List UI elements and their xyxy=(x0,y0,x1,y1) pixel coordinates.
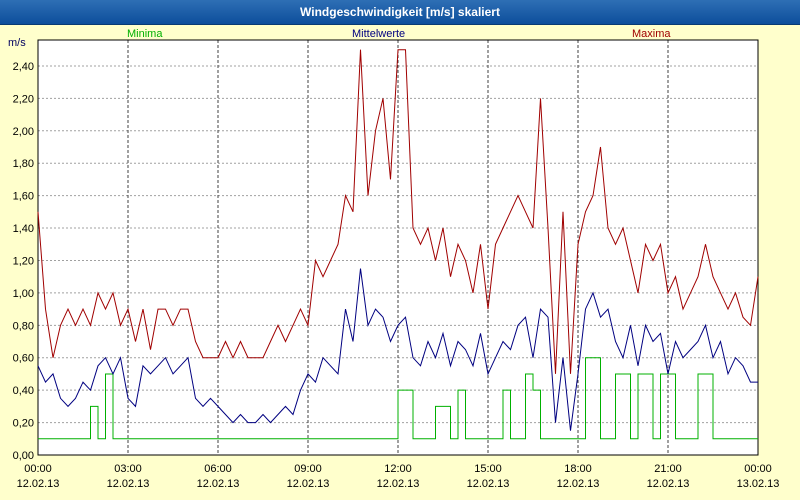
svg-text:0,60: 0,60 xyxy=(13,353,34,365)
svg-text:00:00: 00:00 xyxy=(744,463,772,475)
svg-text:1,00: 1,00 xyxy=(13,288,34,300)
wind-speed-chart: 0,00 0,20 0,40 0,60 0,80 1,00 1,20 1,40 1,60 1,80… xyxy=(0,24,800,500)
legend-item-mittelwerte: Mittelwerte xyxy=(352,28,406,40)
svg-text:1,60: 1,60 xyxy=(13,191,34,203)
svg-text:12.02.13: 12.02.13 xyxy=(107,478,150,490)
title-bar: Windgeschwindigkeit [m/s] skaliert xyxy=(0,0,800,25)
svg-text:21:00: 21:00 xyxy=(654,463,682,475)
svg-text:12.02.13: 12.02.13 xyxy=(17,478,60,490)
svg-text:12.02.13: 12.02.13 xyxy=(467,478,510,490)
svg-text:12:00: 12:00 xyxy=(384,463,412,475)
svg-text:12.02.13: 12.02.13 xyxy=(287,478,330,490)
svg-text:m/s: m/s xyxy=(8,37,26,49)
svg-text:12.02.13: 12.02.13 xyxy=(377,478,420,490)
svg-text:0,00: 0,00 xyxy=(13,450,34,462)
svg-text:12.02.13: 12.02.13 xyxy=(557,478,600,490)
svg-text:00:00: 00:00 xyxy=(24,463,52,475)
legend-item-maxima: Maxima xyxy=(632,28,671,40)
svg-text:12.02.13: 12.02.13 xyxy=(197,478,240,490)
svg-text:0,80: 0,80 xyxy=(13,320,34,332)
svg-text:2,00: 2,00 xyxy=(13,126,34,138)
svg-text:0,40: 0,40 xyxy=(13,385,34,397)
svg-text:1,20: 1,20 xyxy=(13,255,34,267)
svg-text:18:00: 18:00 xyxy=(564,463,592,475)
svg-text:12.02.13: 12.02.13 xyxy=(647,478,690,490)
svg-text:1,80: 1,80 xyxy=(13,158,34,170)
chart-canvas: 0,00 0,20 0,40 0,60 0,80 1,00 1,20 1,40 1,60 1,80… xyxy=(8,37,780,490)
svg-text:06:00: 06:00 xyxy=(204,463,232,475)
svg-text:2,40: 2,40 xyxy=(13,61,34,73)
svg-text:09:00: 09:00 xyxy=(294,463,322,475)
svg-text:13.02.13: 13.02.13 xyxy=(737,478,780,490)
page-title: Windgeschwindigkeit [m/s] skaliert xyxy=(300,5,500,19)
svg-text:15:00: 15:00 xyxy=(474,463,502,475)
svg-text:0,20: 0,20 xyxy=(13,418,34,430)
svg-text:1,40: 1,40 xyxy=(13,223,34,235)
legend-item-minima: Minima xyxy=(127,28,163,40)
svg-text:2,20: 2,20 xyxy=(13,93,34,105)
svg-text:03:00: 03:00 xyxy=(114,463,142,475)
